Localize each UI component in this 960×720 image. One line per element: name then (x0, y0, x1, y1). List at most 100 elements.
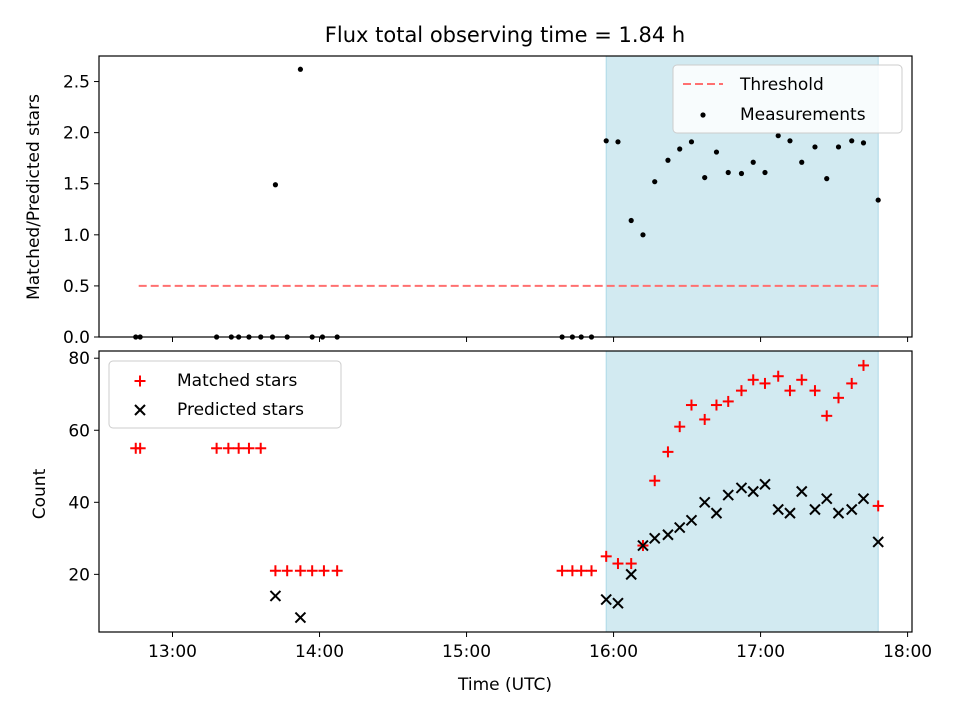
matched-stars-point (872, 500, 884, 512)
top-legend: Threshold Measurements (672, 64, 903, 134)
predicted-stars-point-b (710, 507, 723, 519)
top-y-axis-label: Matched/Predicted stars (24, 94, 44, 300)
matched-stars-point (735, 385, 747, 397)
matched-stars-point (255, 442, 267, 454)
x-tick-label: 18:00 (883, 642, 932, 662)
predicted-stars-point-b (722, 489, 734, 501)
bottom-shaded-region (605, 350, 879, 633)
measurement-point (688, 139, 695, 145)
legend-threshold-label: Threshold (739, 75, 824, 95)
predicted-stars-point-b (796, 485, 808, 498)
predicted-stars-point (600, 593, 612, 606)
matched-stars-point (586, 565, 598, 577)
bottom-y-tick-label: 60 (68, 421, 90, 441)
legend-measurements-label: Measurements (740, 105, 866, 125)
matched-stars-point (699, 413, 711, 425)
measurement-point (272, 182, 279, 188)
matched-stars-point (600, 550, 612, 562)
x-axis-label: Time (UTC) (457, 675, 552, 695)
top-y-tick-label: 0.0 (63, 328, 90, 348)
bottom-axes-frame (98, 350, 913, 633)
predicted-stars-point-b (784, 507, 796, 519)
predicted-stars-point-b (269, 590, 282, 602)
measurement-point (652, 179, 658, 185)
matched-stars-point (294, 565, 306, 577)
predicted-stars-point (625, 568, 637, 581)
chart-title: Flux total observing time = 1.84 h (325, 23, 685, 47)
bottom-y-tick-label: 80 (68, 349, 90, 369)
predicted-stars-point-b (872, 536, 884, 548)
measurement-point (775, 133, 781, 139)
predicted-stars-point (269, 590, 282, 602)
x-tick-label: 15:00 (442, 642, 491, 662)
matched-stars-point (759, 377, 771, 389)
bottom-legend-box (108, 360, 342, 429)
legend-measurements-swatch (700, 112, 706, 118)
measurement-point (812, 144, 818, 150)
x-tick-label: 16:00 (589, 642, 638, 662)
predicted-stars-point (796, 485, 808, 498)
predicted-stars-point-b (600, 593, 612, 606)
bottom-y-tick-label: 20 (68, 565, 90, 585)
matched-stars-point (281, 565, 293, 577)
predicted-stars-point (759, 478, 771, 491)
predicted-stars-point-b (735, 482, 748, 494)
matched-stars-point (318, 565, 330, 577)
predicted-stars-point-b (685, 514, 698, 527)
matched-stars-point (710, 399, 722, 411)
matched-stars-point (331, 565, 343, 577)
predicted-stars-point (685, 514, 698, 527)
predicted-stars-point (674, 521, 686, 534)
matched-stars-point (233, 442, 245, 454)
predicted-stars-point-b (637, 539, 649, 552)
matched-stars-point (134, 442, 146, 454)
predicted-stars-point-b (759, 478, 771, 491)
matched-stars-point (625, 558, 637, 570)
predicted-stars-point (784, 507, 796, 519)
measurement-point (725, 169, 731, 176)
matched-stars-point (857, 359, 869, 371)
matched-stars-point (243, 442, 255, 454)
predicted-stars-point-b (612, 597, 624, 609)
predicted-stars-point-b (832, 507, 845, 519)
predicted-stars-point-b (649, 532, 661, 545)
predicted-stars-point-b (809, 503, 821, 516)
matched-stars-point (784, 385, 796, 397)
legend-predicted-label: Predicted stars (177, 400, 304, 420)
x-tick-label: 14:00 (295, 642, 344, 662)
measurement-point (762, 169, 768, 176)
measurement-point (787, 138, 793, 144)
measurement-point (665, 157, 671, 163)
legend-matched-label: Matched stars (177, 371, 297, 391)
predicted-stars-point (735, 482, 748, 494)
measurement-point (860, 140, 867, 146)
matched-stars-point (575, 565, 587, 577)
predicted-stars-point (872, 536, 884, 548)
predicted-stars-point (294, 611, 307, 624)
predicted-stars-point-b (625, 568, 637, 581)
measurement-point (640, 232, 646, 238)
matched-stars-point (556, 565, 568, 577)
legend-matched-swatch (134, 375, 146, 387)
measurement-point (297, 66, 304, 72)
matched-stars-point (269, 565, 281, 577)
predicted-stars-point (710, 507, 723, 519)
measurement-point (713, 149, 720, 155)
predicted-stars-point (857, 492, 870, 505)
predicted-stars-point-b (747, 485, 759, 498)
top-y-tick-label: 2.5 (63, 73, 90, 93)
predicted-stars-point (821, 492, 833, 505)
x-tick-label: 13:00 (148, 642, 197, 662)
x-tick-label: 17:00 (736, 642, 785, 662)
predicted-stars-point-b (674, 521, 686, 534)
measurement-point (628, 217, 634, 224)
top-legend-box (672, 64, 903, 134)
matched-stars-point (612, 558, 624, 570)
predicted-stars-point-b (846, 503, 858, 516)
top-axes-frame (98, 55, 913, 338)
top-y-tick-label: 1.5 (63, 175, 90, 195)
matched-stars-point (722, 395, 734, 407)
predicted-stars-point (747, 485, 759, 498)
measurement-point (702, 174, 708, 181)
